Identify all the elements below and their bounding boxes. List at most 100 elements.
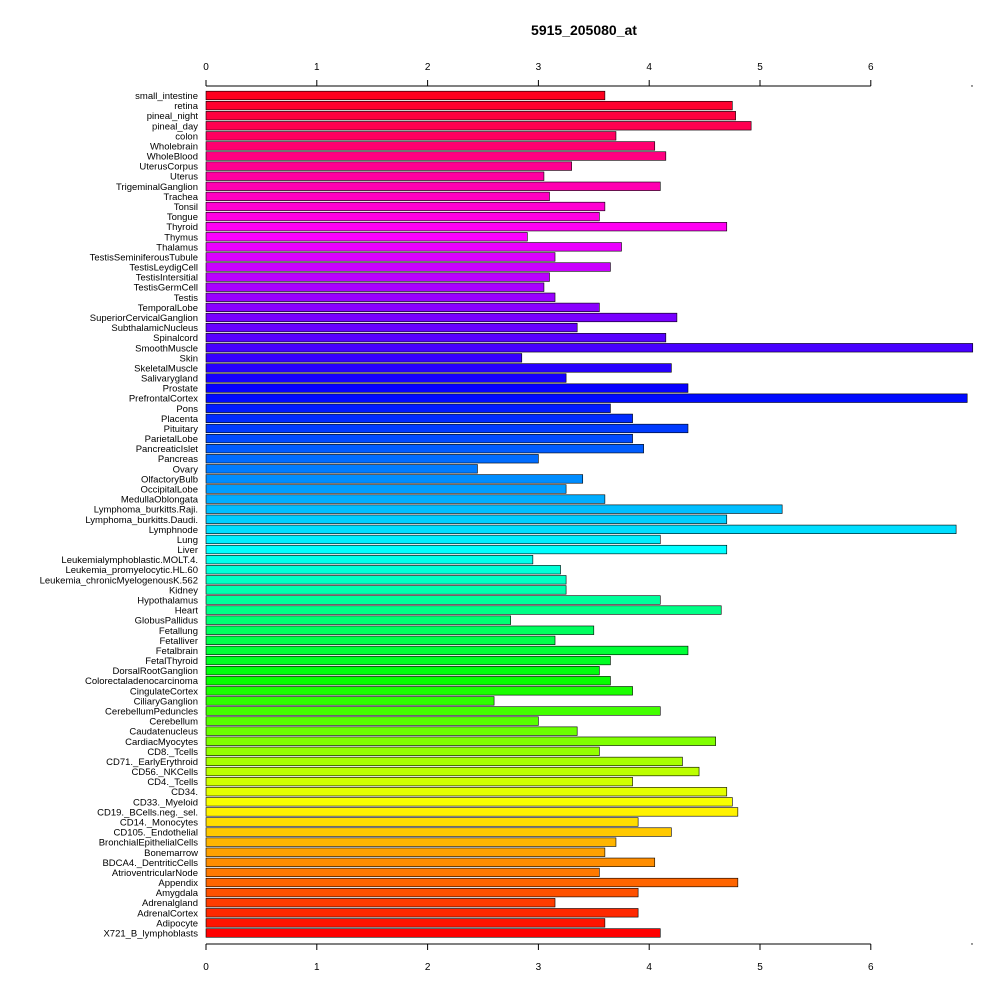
category-label: Thalamus <box>156 242 198 253</box>
category-label: CerebellumPeduncles <box>105 706 198 717</box>
category-label: PancreaticIslet <box>136 444 199 455</box>
bar <box>205 282 545 292</box>
category-label: Hypothalamus <box>137 596 198 607</box>
category-label: TestisIntersitial <box>136 273 198 284</box>
category-label: ParietalLobe <box>145 434 198 445</box>
category-label: CingulateCortex <box>130 686 198 697</box>
category-label: Skin <box>180 353 198 364</box>
category-label: SkeletalMuscle <box>134 363 198 374</box>
category-label: pineal_day <box>152 121 198 132</box>
category-label: UterusCorpus <box>139 162 198 173</box>
category-label: CardiacMyocytes <box>125 737 198 748</box>
bar <box>205 383 689 393</box>
category-label: MedullaOblongata <box>121 495 199 506</box>
bar <box>205 615 512 625</box>
bar <box>205 111 736 121</box>
bar <box>205 827 672 837</box>
category-label: Pancreas <box>158 454 198 465</box>
category-label: BDCA4._DentriticCells <box>102 858 198 869</box>
category-label: CD71._EarlyErythroid <box>106 757 198 768</box>
bar <box>205 817 639 827</box>
bar <box>205 655 611 666</box>
category-label: Appendix <box>158 878 198 889</box>
bar <box>205 100 733 111</box>
bar <box>205 625 595 635</box>
bar <box>205 726 578 736</box>
bar <box>205 544 728 555</box>
bar <box>205 888 639 898</box>
bar <box>205 131 617 141</box>
bar <box>205 716 539 726</box>
top-axis: 0 1 2 3 4 5 6 <box>203 62 973 87</box>
category-label: Leukemia_promyelocytic.HL.60 <box>65 565 198 576</box>
bar <box>205 363 672 373</box>
category-label: CD8._Tcells <box>147 747 198 758</box>
chart-title: 5915_205080_at <box>531 22 637 38</box>
bar <box>205 191 550 202</box>
category-label: Cerebellum <box>149 717 198 728</box>
category-label: retina <box>174 101 198 112</box>
category-labels-group: small_intestineretinapineal_nightpineal_… <box>40 91 199 939</box>
top-axis-tick-label: 3 <box>536 62 542 73</box>
bar <box>205 534 661 545</box>
bar <box>205 121 752 131</box>
top-axis-tick-label: 4 <box>646 62 652 73</box>
category-label: colon <box>175 131 198 142</box>
category-label: WholeBlood <box>147 152 198 163</box>
bar <box>205 706 661 716</box>
category-label: Trachea <box>164 192 199 203</box>
bottom-axis-tick-label: 5 <box>757 962 763 973</box>
category-label: DorsalRootGanglion <box>112 666 198 677</box>
bar <box>205 302 600 312</box>
bottom-axis-tick-label: 1 <box>314 962 320 973</box>
top-axis-tick-label: 1 <box>314 62 320 73</box>
bar <box>205 867 600 878</box>
category-label: small_intestine <box>135 91 198 102</box>
bar <box>205 565 561 575</box>
bar <box>205 605 722 615</box>
bar <box>205 524 957 534</box>
category-label: Lymphoma_burkitts.Raji. <box>94 505 198 516</box>
category-label: Salivarygland <box>141 374 198 385</box>
bar <box>205 645 689 656</box>
category-label: X721_B_lymphoblasts <box>103 928 198 939</box>
bar <box>205 141 656 151</box>
category-label: TemporalLobe <box>138 303 198 314</box>
bar <box>205 171 545 181</box>
bar <box>205 877 739 888</box>
bar <box>205 504 783 514</box>
bar <box>205 252 556 262</box>
category-label: Pons <box>176 404 198 415</box>
bar <box>205 484 567 494</box>
bottom-axis-end-dot <box>971 943 973 945</box>
category-label: Heart <box>175 606 199 617</box>
bar <box>205 676 611 686</box>
category-label: TestisLeydigCell <box>129 263 198 274</box>
category-label: Testis <box>174 293 199 304</box>
bar <box>205 494 606 504</box>
bar <box>205 595 661 605</box>
bar <box>205 928 661 938</box>
category-label: SubthalamicNucleus <box>111 323 198 334</box>
category-label: TestisSeminiferousTubule <box>90 252 198 263</box>
bar <box>205 312 678 323</box>
category-label: Colorectaladenocarcinoma <box>85 676 199 687</box>
bar <box>205 635 556 645</box>
bar <box>205 90 606 101</box>
category-label: Adrenalgland <box>142 898 198 909</box>
category-label: Fetalliver <box>159 636 198 647</box>
bar <box>205 423 689 434</box>
bar <box>205 898 556 908</box>
category-label: OlfactoryBulb <box>141 474 198 485</box>
category-label: Pituitary <box>164 424 199 435</box>
category-label: Uterus <box>170 172 198 183</box>
category-label: Lung <box>177 535 198 546</box>
category-label: Prostate <box>163 384 198 395</box>
category-label: Ovary <box>173 464 199 475</box>
bottom-axis-tick-label: 6 <box>868 962 874 973</box>
category-label: CD19._BCells.neg._sel. <box>97 807 198 818</box>
category-label: Wholebrain <box>150 141 198 152</box>
category-label: Kidney <box>169 585 198 596</box>
